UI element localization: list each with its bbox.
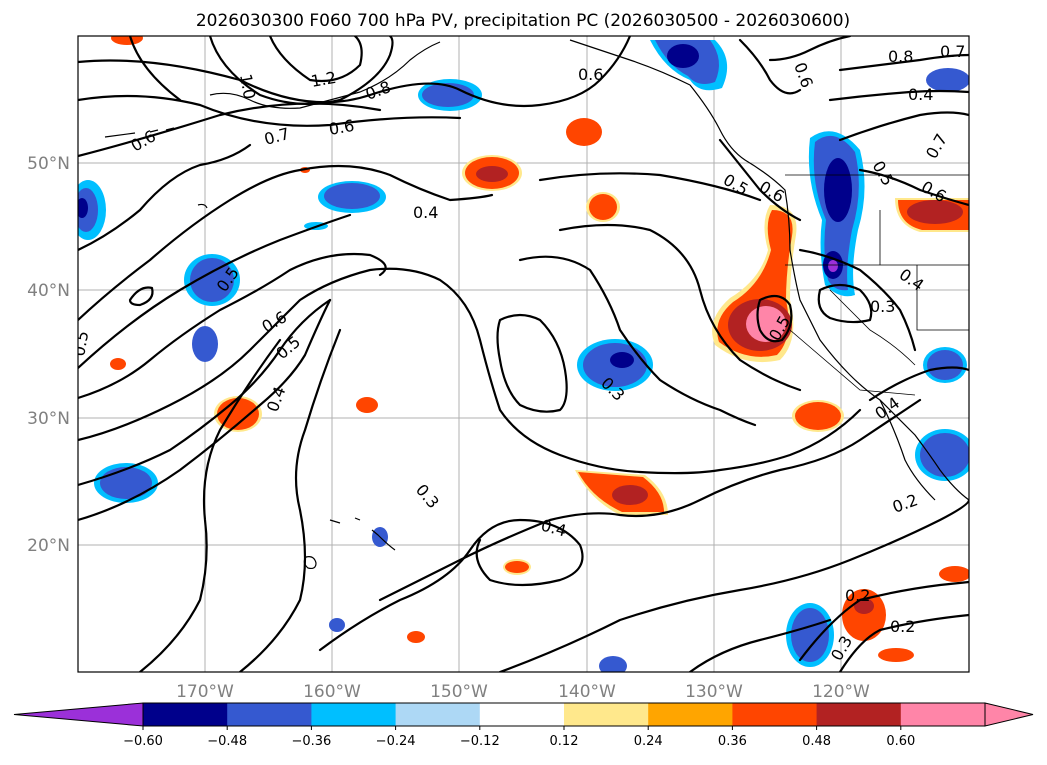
contour-label: 0.5 xyxy=(69,329,92,357)
colorbar-extend-max xyxy=(984,702,1034,727)
lat-label-50n: 50°N xyxy=(27,154,70,174)
colorbar-segment xyxy=(143,703,228,726)
lat-label-30n: 30°N xyxy=(27,409,70,429)
precip-positive xyxy=(110,36,969,662)
colorbar-tick-label: 0.48 xyxy=(802,734,831,749)
precip-negative xyxy=(78,40,969,672)
colorbar-segment xyxy=(816,703,902,726)
precip-shading xyxy=(78,36,969,672)
colorbar-segment xyxy=(732,703,818,726)
contour-label: 0.6 xyxy=(578,65,603,84)
colorbar-segment xyxy=(564,703,649,726)
lon-label-130w: 130°W xyxy=(685,682,743,702)
colorbar-tick-label: 0.60 xyxy=(886,734,915,749)
pv-contours xyxy=(78,36,969,672)
map-panel: 1.0 1.2 0.8 0.7 0.6 0.6 0.6 0.8 0.7 0.4 … xyxy=(69,35,970,673)
lon-label-140w: 140°W xyxy=(558,682,616,702)
colorbar-segment xyxy=(900,703,986,726)
colorbar-tick-label: −0.48 xyxy=(207,734,247,749)
contour-label: 0.6 xyxy=(327,116,355,139)
contour-label: 1.0 xyxy=(236,72,259,100)
longitude-labels: 170°W 160°W 150°W 140°W 130°W 120°W xyxy=(176,682,870,702)
borders xyxy=(785,174,969,396)
contour-label: 0.4 xyxy=(413,203,438,222)
contour-label: 0.8 xyxy=(888,47,913,66)
colorbar-tick-label: 0.12 xyxy=(550,734,579,749)
colorbar-tick-label: −0.24 xyxy=(376,734,416,749)
colorbar-tick-label: 0.24 xyxy=(634,734,663,749)
contour-label: 0.7 xyxy=(940,42,965,61)
map-frame xyxy=(77,35,970,673)
chart-title: 2026030300 F060 700 hPa PV, precipitatio… xyxy=(196,11,850,31)
colorbar-tick-label: −0.12 xyxy=(460,734,500,749)
colorbar-tick-label: −0.60 xyxy=(123,734,163,749)
contour-label: 0.2 xyxy=(845,586,870,605)
contour-label: 0.3 xyxy=(870,297,895,316)
contour-label: 1.2 xyxy=(309,68,337,91)
lon-label-160w: 160°W xyxy=(303,682,361,702)
lon-label-150w: 150°W xyxy=(430,682,488,702)
colorbar-segments xyxy=(13,702,1034,727)
colorbar-extend-min xyxy=(13,702,144,727)
colorbar-segment xyxy=(648,703,733,726)
colorbar-segment xyxy=(311,703,397,726)
colorbar: −0.60 −0.48 −0.36 −0.24 −0.12 0.12 0.24 0.36 0.4… xyxy=(13,702,1034,749)
lat-label-20n: 20°N xyxy=(27,536,70,556)
lon-label-120w: 120°W xyxy=(812,682,870,702)
colorbar-segment xyxy=(395,703,481,726)
contour-label: 0.2 xyxy=(890,617,915,636)
contour-label: 0.4 xyxy=(908,85,933,104)
latitude-labels: 50°N 40°N 30°N 20°N xyxy=(27,154,70,556)
colorbar-segment xyxy=(479,703,565,726)
lat-label-40n: 40°N xyxy=(27,281,70,301)
colorbar-tick-label: −0.36 xyxy=(291,734,331,749)
lon-label-170w: 170°W xyxy=(176,682,234,702)
colorbar-segment xyxy=(227,703,312,726)
colorbar-ticks: −0.60 −0.48 −0.36 −0.24 −0.12 0.12 0.24 0.36 0.4… xyxy=(123,726,915,749)
colorbar-tick-label: 0.36 xyxy=(718,734,747,749)
